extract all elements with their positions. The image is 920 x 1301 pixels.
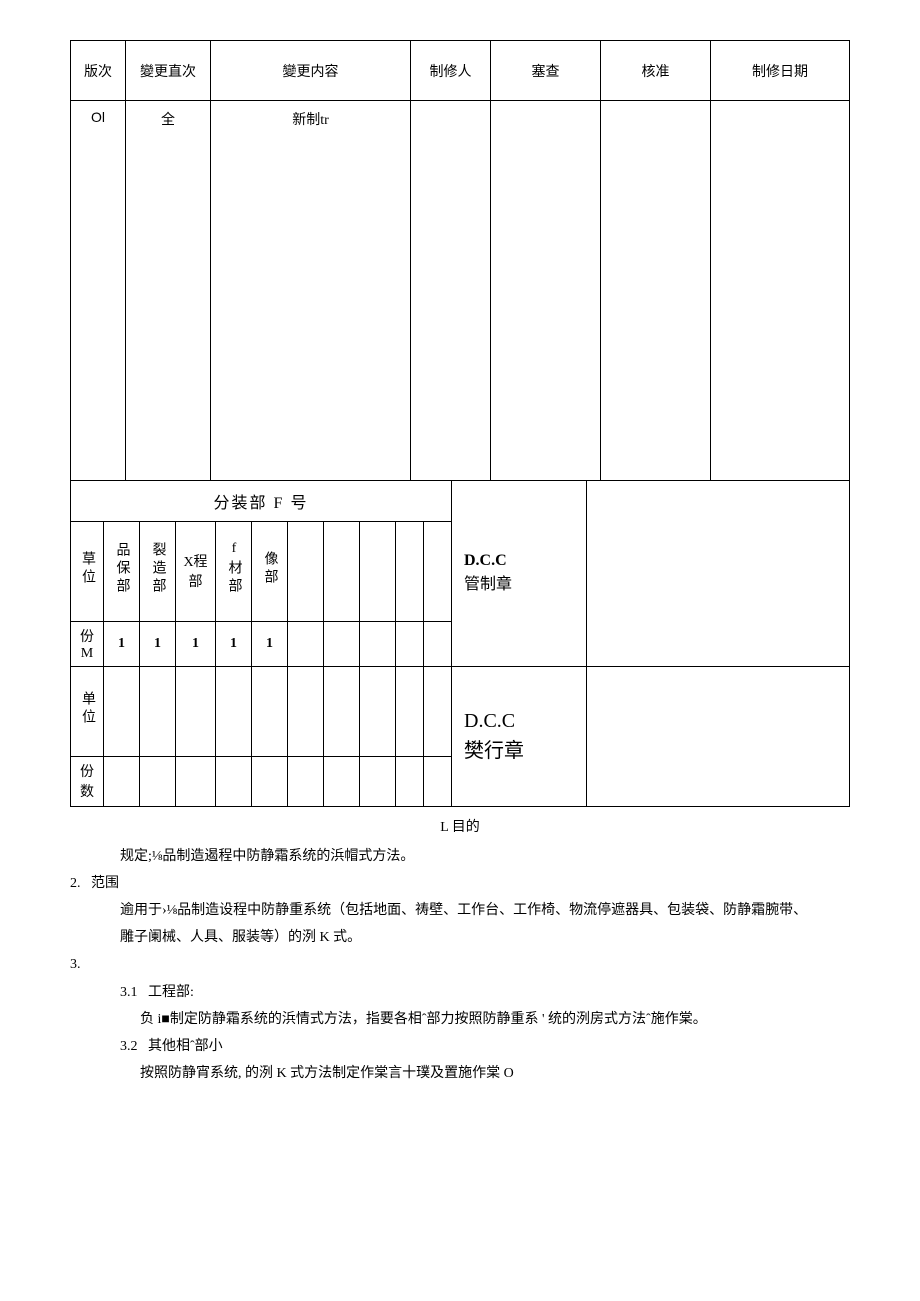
count2-2: [176, 756, 216, 806]
unit2-6: [324, 666, 360, 756]
count-1: 1: [140, 621, 176, 666]
unit2-4: [252, 666, 288, 756]
count-8: [396, 621, 424, 666]
unit-5: [288, 521, 324, 621]
section-2-line2: 雕子阑械、人具、服装等）的洌 K 式。: [70, 925, 850, 950]
col-modifier: 制修人: [411, 41, 491, 101]
cell-change-item: 全: [126, 101, 211, 481]
dcc2-line2: 樊行章: [464, 740, 524, 762]
unit2-7: [360, 666, 396, 756]
cell-review: [491, 101, 601, 481]
section-1-content: 规定;⅛品制造遏程中防静霜系统的浜帽式方法。: [70, 844, 850, 869]
unit-0: 品保部: [104, 521, 140, 621]
section-2: 2. 范围: [70, 871, 850, 896]
col-change-item: 變更直次: [126, 41, 211, 101]
section-3-1-content: 负 i■制定防静霜系统的浜情式方法，指要各相ˆ部力按照防静重系 ' 统的洌房式方…: [70, 1007, 850, 1032]
cell-version: Ol: [71, 101, 126, 481]
unit2-9: [424, 666, 452, 756]
dcc2-line1: D.C.C: [464, 710, 515, 732]
count2-4: [252, 756, 288, 806]
unit-8: [396, 521, 424, 621]
cell-change-content: 新制tr: [211, 101, 411, 481]
dcc-control-stamp: D.C.C 管制章: [452, 481, 587, 666]
count2-8: [396, 756, 424, 806]
unit-6: [324, 521, 360, 621]
count-2: 1: [176, 621, 216, 666]
col-version: 版次: [71, 41, 126, 101]
unit2-8: [396, 666, 424, 756]
dcc-right-2: [587, 666, 850, 806]
unit-7: [360, 521, 396, 621]
body-text: L 目的 规定;⅛品制造遏程中防静霜系统的浜帽式方法。 2. 范围 逾用于›⅛品…: [70, 815, 850, 1087]
count2-5: [288, 756, 324, 806]
section-2-line1: 逾用于›⅛品制造设程中防静重系统（包括地面、祷壁、工作台、工作椅、物流停遮器具、…: [70, 898, 850, 923]
col-review: 塞查: [491, 41, 601, 101]
unit-1: 裂造部: [140, 521, 176, 621]
col-date: 制修日期: [711, 41, 850, 101]
change-log-table: 版次 變更直次 變更内容 制修人 塞查 核准 制修日期 Ol 全 新制tr: [70, 40, 850, 481]
cell-modifier: [411, 101, 491, 481]
label-count2: 份数: [71, 756, 104, 806]
label-count: 份M: [71, 621, 104, 666]
count-6: [324, 621, 360, 666]
section-1-title: L 目的: [70, 815, 850, 840]
count2-7: [360, 756, 396, 806]
sub-title: 分装部 F 号: [71, 481, 452, 521]
label-unit2: 单位: [71, 666, 104, 756]
count-5: [288, 621, 324, 666]
dcc-right-1: [587, 481, 850, 666]
count2-6: [324, 756, 360, 806]
unit-9: [424, 521, 452, 621]
section-3-2: 3.2 其他相ˆ部小: [70, 1034, 850, 1059]
unit-2: X程部: [176, 521, 216, 621]
count-3: 1: [216, 621, 252, 666]
col-approve: 核准: [601, 41, 711, 101]
label-unit: 草位: [71, 521, 104, 621]
dcc1-line2: 管制章: [464, 576, 512, 593]
unit2-0: [104, 666, 140, 756]
count2-9: [424, 756, 452, 806]
col-change-content: 變更内容: [211, 41, 411, 101]
unit-4: 像部: [252, 521, 288, 621]
unit2-1: [140, 666, 176, 756]
count-4: 1: [252, 621, 288, 666]
dcc1-line1: D.C.C: [464, 552, 507, 569]
count2-3: [216, 756, 252, 806]
cell-approve: [601, 101, 711, 481]
count-7: [360, 621, 396, 666]
unit2-5: [288, 666, 324, 756]
count-0: 1: [104, 621, 140, 666]
distribution-table: 分装部 F 号 D.C.C 管制章 草位 品保部 裂造部 X程部 f材部 像部 …: [70, 481, 850, 807]
cell-date: [711, 101, 850, 481]
section-3: 3.: [70, 952, 850, 977]
unit2-2: [176, 666, 216, 756]
count2-1: [140, 756, 176, 806]
unit-3: f材部: [216, 521, 252, 621]
dcc-issue-stamp: D.C.C 樊行章: [452, 666, 587, 806]
count2-0: [104, 756, 140, 806]
section-3-2-content: 按照防静宵系统, 的洌 K 式方法制定作棠言十璞及置施作棠 O: [70, 1061, 850, 1086]
section-3-1: 3.1 工程部:: [70, 980, 850, 1005]
unit2-3: [216, 666, 252, 756]
count-9: [424, 621, 452, 666]
